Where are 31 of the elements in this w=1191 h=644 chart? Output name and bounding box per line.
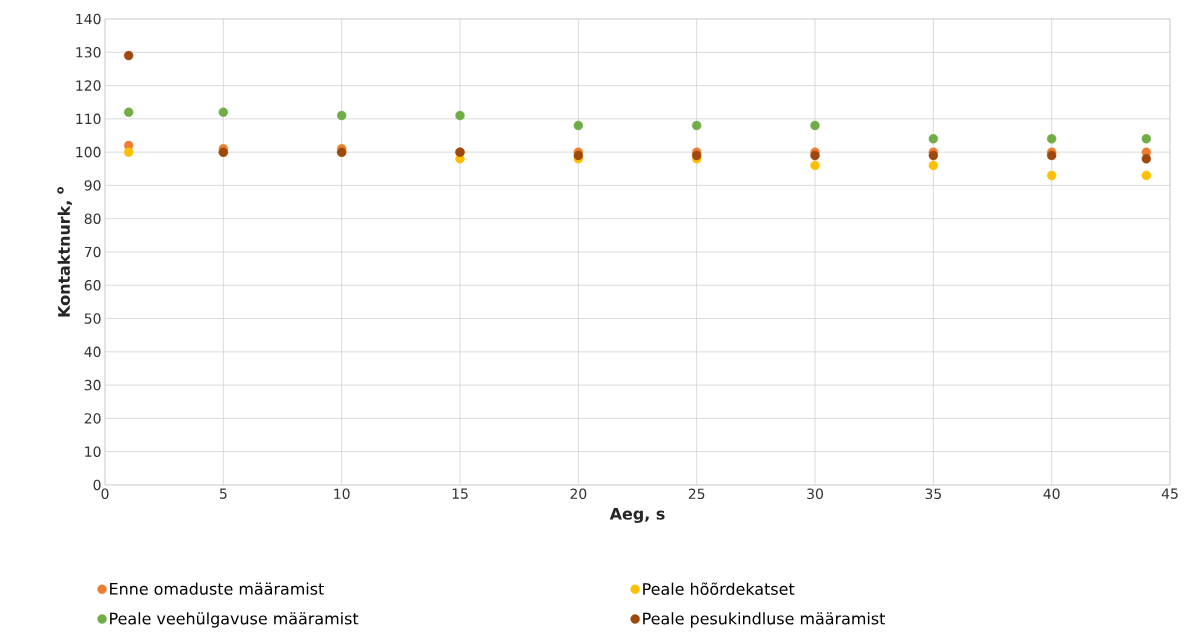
legend-label: Peale hõõrdekatset xyxy=(643,582,795,595)
y-tick-label: 50 xyxy=(84,313,101,324)
x-axis-title: Aeg, s xyxy=(609,507,665,523)
legend-label: Enne omaduste määramist xyxy=(110,582,324,595)
y-tick-label: 0 xyxy=(93,479,101,491)
y-tick-label: 100 xyxy=(76,146,101,158)
x-tick-label: 15 xyxy=(452,488,468,499)
x-tick-label: 40 xyxy=(1043,488,1060,500)
y-tick-label: 140 xyxy=(76,13,101,25)
x-tick-label: 5 xyxy=(219,488,227,499)
x-tick-label: 30 xyxy=(807,488,823,500)
x-tick-label: 10 xyxy=(334,488,350,500)
y-axis-title: Kontaktnurk, $^{o}$ xyxy=(57,187,73,317)
x-tick-label: 35 xyxy=(925,488,941,500)
x-tick-label: 45 xyxy=(1161,488,1178,499)
y-tick-label: 10 xyxy=(85,446,101,457)
y-tick-label: 70 xyxy=(84,246,101,258)
y-tick-label: 80 xyxy=(84,213,101,224)
y-tick-label: 130 xyxy=(76,46,101,58)
y-tick-label: 60 xyxy=(84,279,101,291)
legend-label: Peale veehülgavuse määramist xyxy=(110,612,359,628)
y-tick-label: 120 xyxy=(76,80,101,91)
y-tick-label: 110 xyxy=(76,113,101,125)
legend-label: Peale pesukindluse määramist xyxy=(643,612,886,628)
x-tick-label: 25 xyxy=(688,488,705,500)
x-tick-label: 0 xyxy=(101,488,109,500)
y-tick-label: 90 xyxy=(84,180,101,191)
x-tick-label: 20 xyxy=(570,488,587,500)
y-tick-label: 40 xyxy=(84,346,101,358)
y-tick-label: 30 xyxy=(84,379,101,391)
y-tick-label: 20 xyxy=(84,413,101,424)
